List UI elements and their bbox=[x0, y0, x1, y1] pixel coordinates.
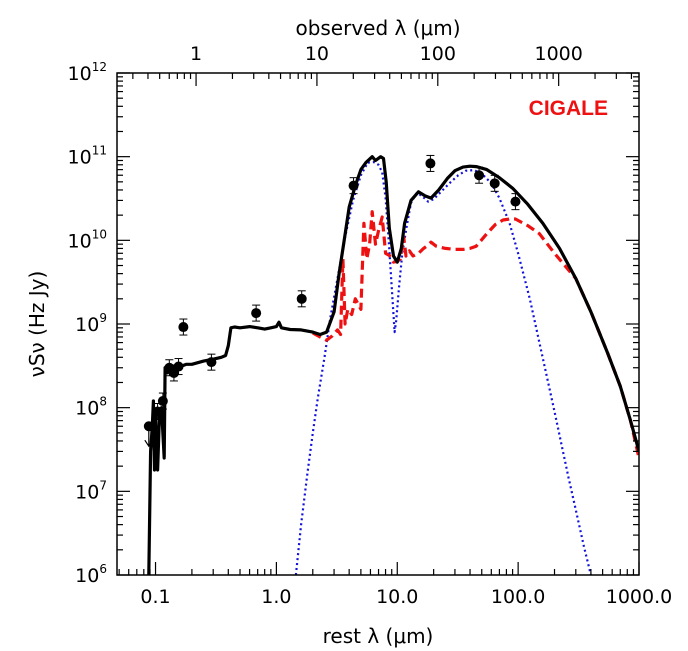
x-tick-label: 10.0 bbox=[376, 586, 418, 608]
photometry-point bbox=[489, 178, 500, 189]
photometry-point bbox=[143, 421, 154, 432]
y-tick-label: 107 bbox=[75, 478, 107, 503]
y-tick-label: 1011 bbox=[68, 144, 107, 169]
x-tick-label: 1.0 bbox=[261, 586, 291, 608]
x-tick-label: 1000.0 bbox=[606, 586, 672, 608]
photometry-point bbox=[510, 196, 521, 207]
y-tick-label: 108 bbox=[75, 395, 107, 420]
photometry-point bbox=[173, 361, 184, 372]
photometry-point bbox=[425, 158, 436, 169]
total-model-line bbox=[147, 155, 639, 575]
top-tick-label: 100 bbox=[420, 43, 456, 65]
top-x-axis-label: observed λ (μm) bbox=[295, 16, 460, 40]
legend-cigale: CIGALE bbox=[529, 97, 608, 120]
x-tick-label: 100.0 bbox=[491, 586, 545, 608]
y-tick-label: 1010 bbox=[68, 227, 107, 252]
photometry-point bbox=[474, 170, 485, 181]
photometry-point bbox=[152, 406, 163, 417]
plot-frame bbox=[116, 72, 640, 576]
x-axis-label: rest λ (μm) bbox=[323, 624, 434, 648]
photometry-point bbox=[206, 357, 217, 368]
stellar-agn-model-line bbox=[312, 210, 639, 459]
photometry-point bbox=[348, 180, 359, 191]
y-tick-label: 1012 bbox=[68, 60, 107, 85]
y-tick-label: 109 bbox=[75, 311, 107, 336]
photometry-point bbox=[178, 322, 189, 333]
top-tick-label: 10 bbox=[305, 43, 329, 65]
photometry-point bbox=[251, 308, 262, 319]
top-tick-label: 1 bbox=[190, 43, 202, 65]
y-tick-label: 106 bbox=[75, 562, 107, 587]
y-axis-label: νSν (Hz Jy) bbox=[25, 271, 49, 378]
photometry-point bbox=[296, 293, 307, 304]
top-tick-label: 1000 bbox=[534, 43, 582, 65]
photometry-point bbox=[157, 396, 168, 407]
x-tick-label: 0.1 bbox=[140, 586, 170, 608]
dust-model-line bbox=[294, 161, 592, 575]
